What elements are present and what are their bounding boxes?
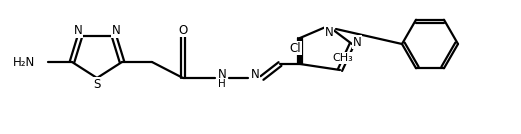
Text: N: N — [353, 36, 362, 49]
Text: N: N — [251, 68, 259, 81]
Text: H₂N: H₂N — [13, 55, 35, 68]
Text: Cl: Cl — [289, 42, 301, 55]
Text: N: N — [325, 25, 333, 38]
Text: N: N — [111, 25, 120, 38]
Text: O: O — [178, 23, 188, 36]
Text: N: N — [73, 25, 82, 38]
Text: CH₃: CH₃ — [332, 53, 353, 63]
Text: H: H — [218, 79, 226, 89]
Text: S: S — [93, 77, 101, 90]
Text: N: N — [218, 68, 227, 81]
